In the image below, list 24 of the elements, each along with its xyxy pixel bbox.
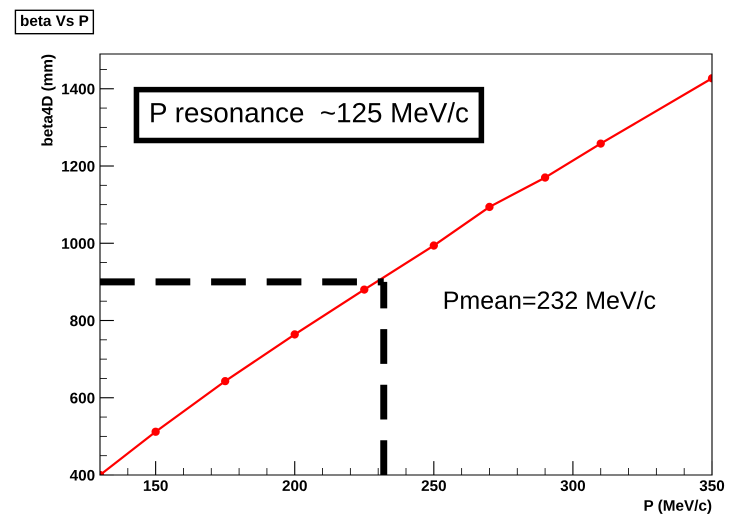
- point: [360, 285, 368, 294]
- point: [290, 330, 299, 339]
- ref-line-label: Pmean=232 MeV/c: [444, 290, 656, 310]
- x-tick-label: 150: [144, 480, 168, 492]
- x-tick-label: 200: [282, 480, 307, 492]
- annotation: P resonance ~125 MeV/c: [151, 102, 468, 122]
- y-tick-label: 800: [70, 315, 95, 326]
- x-tick-label: 250: [422, 480, 446, 492]
- y-tick-label: 1200: [62, 160, 95, 172]
- point: [540, 173, 550, 182]
- point: [485, 202, 494, 212]
- point: [596, 139, 605, 148]
- x-tick-label: 350: [700, 480, 724, 492]
- chart-title: beta Vs P: [21, 14, 88, 26]
- point: [221, 376, 230, 386]
- y-tick-label: 600: [70, 392, 95, 404]
- point: [151, 428, 160, 436]
- point: [430, 241, 438, 250]
- y-tick-label: 400: [70, 470, 95, 481]
- x-axis-title: P (MeV/c): [644, 500, 712, 514]
- x-tick-label: 300: [560, 480, 586, 492]
- y-tick-label: 1000: [62, 238, 95, 249]
- y-tick-label: 1400: [62, 84, 95, 94]
- y-axis-title: beta4D (mm): [41, 54, 56, 146]
